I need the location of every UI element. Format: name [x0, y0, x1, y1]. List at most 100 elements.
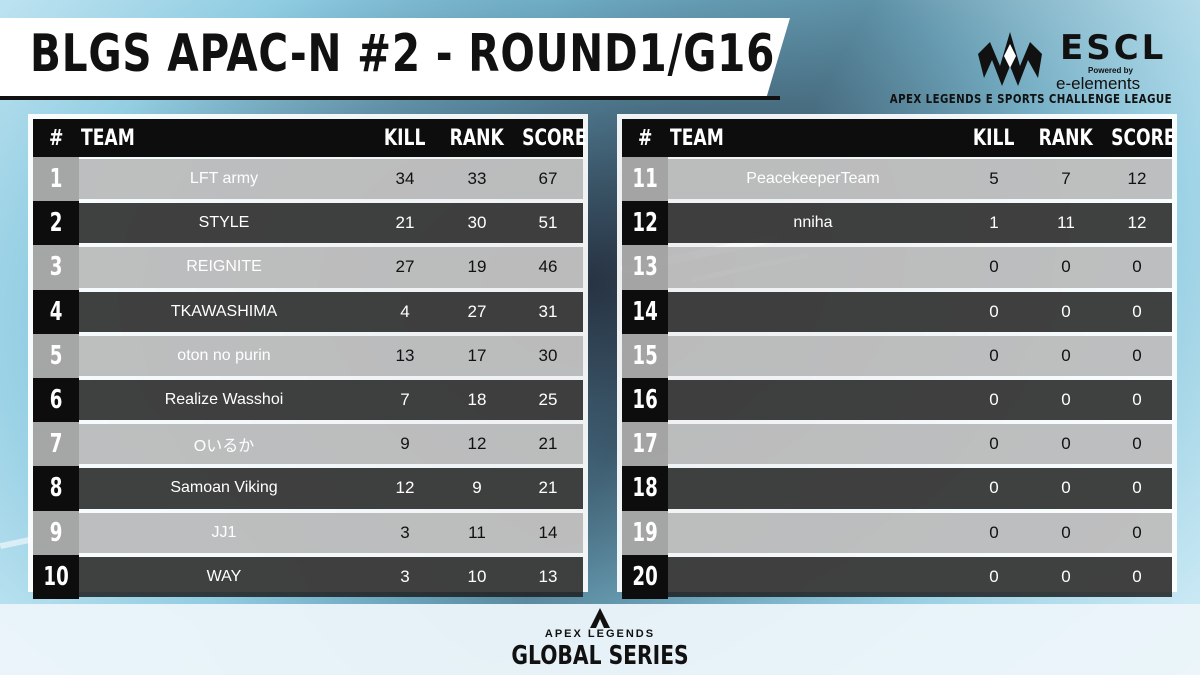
total-score: 0: [1132, 522, 1142, 542]
team-name: oton no purin: [177, 346, 271, 364]
row-cells: Samoan Viking 12 9 21: [79, 468, 583, 509]
placement-points: 33: [467, 169, 487, 189]
team-name: PeacekeeperTeam: [746, 170, 880, 188]
total-score: 12: [1127, 213, 1147, 233]
table-row: 6 Realize Wasshoi 7 18 25: [33, 377, 583, 423]
row-position: 10: [33, 554, 79, 599]
row-position: 20: [622, 554, 668, 599]
row-cells: TKAWASHIMA 4 27 31: [79, 291, 583, 332]
placement-points: 0: [1061, 390, 1071, 410]
team-name: WAY: [206, 567, 242, 585]
table-row: 19 0 0 0: [622, 510, 1172, 555]
table-row: 3 REIGNITE 27 19 46: [33, 245, 583, 290]
placement-points: 7: [1061, 169, 1071, 189]
row-position: 12: [622, 201, 668, 246]
total-score: 0: [1132, 257, 1142, 277]
placement-points: 19: [467, 257, 487, 277]
placement-points: 18: [467, 390, 487, 410]
table-row: 18 0 0 0: [622, 466, 1172, 511]
table-row: 11 PeacekeeperTeam 5 7 12: [622, 157, 1172, 202]
row-position: 6: [33, 377, 79, 423]
kill-count: 0: [989, 257, 999, 277]
placement-points: 10: [467, 566, 487, 586]
header-score: SCORE: [1111, 125, 1176, 151]
header-kill: KILL: [973, 125, 1015, 151]
row-cells: 0 0 0: [668, 335, 1172, 376]
apex-legends-logo-icon: [590, 608, 610, 628]
kill-count: 3: [400, 566, 410, 586]
kill-count: 13: [395, 345, 415, 365]
total-score: 46: [538, 257, 558, 277]
kill-count: 12: [395, 478, 415, 498]
placement-points: 9: [472, 478, 482, 498]
team-name: Oいるか: [193, 438, 255, 456]
placement-points: 0: [1061, 301, 1071, 321]
row-cells: Realize Wasshoi 7 18 25: [79, 379, 583, 421]
team-name: REIGNITE: [186, 258, 262, 276]
kill-count: 27: [395, 257, 415, 277]
table-row: 4 TKAWASHIMA 4 27 31: [33, 289, 583, 334]
row-cells: Oいるか 9 12 21: [79, 424, 583, 465]
table-row: 1 LFT army 34 33 67: [33, 157, 583, 202]
row-cells: JJ1 3 11 14: [79, 512, 583, 553]
row-position: 2: [33, 201, 79, 246]
table-header: # TEAM KILL RANK SCORE: [622, 119, 1176, 157]
total-score: 0: [1132, 478, 1142, 498]
kill-count: 9: [400, 434, 410, 454]
total-score: 0: [1132, 301, 1142, 321]
total-score: 31: [538, 301, 558, 321]
table-row: 12 nniha 1 11 12: [622, 201, 1172, 246]
placement-points: 27: [467, 301, 487, 321]
table-row: 10 WAY 3 10 13: [33, 554, 583, 599]
row-cells: 0 0 0: [668, 379, 1172, 421]
header-score: SCORE: [522, 125, 587, 151]
kill-count: 0: [989, 390, 999, 410]
row-position: 16: [622, 377, 668, 423]
row-cells: oton no purin 13 17 30: [79, 335, 583, 376]
row-cells: PeacekeeperTeam 5 7 12: [668, 159, 1172, 200]
table-row: 15 0 0 0: [622, 333, 1172, 378]
table-header: # TEAM KILL RANK SCORE: [33, 119, 587, 157]
title-banner: [0, 18, 790, 98]
total-score: 67: [538, 169, 558, 189]
kill-count: 0: [989, 522, 999, 542]
team-name: LFT army: [189, 170, 259, 188]
kill-count: 0: [989, 301, 999, 321]
row-cells: 0 0 0: [668, 512, 1172, 553]
footer-series-label: GLOBAL SERIES: [511, 641, 689, 671]
table-row: 7 Oいるか 9 12 21: [33, 422, 583, 467]
team-name: Realize Wasshoi: [164, 391, 284, 409]
total-score: 14: [538, 522, 558, 542]
total-score: 0: [1132, 390, 1142, 410]
placement-points: 0: [1061, 434, 1071, 454]
background-streak: [0, 536, 31, 550]
team-name: Samoan Viking: [170, 479, 278, 497]
row-position: 19: [622, 510, 668, 555]
kill-count: 1: [989, 213, 999, 233]
powered-by-label: Powered by: [1088, 66, 1133, 75]
team-name: nniha: [793, 214, 833, 232]
table-row: 14 0 0 0: [622, 289, 1172, 334]
row-position: 7: [33, 422, 79, 467]
placement-points: 11: [468, 522, 486, 542]
header-kill: KILL: [384, 125, 426, 151]
header-placement: RANK: [449, 125, 505, 151]
row-position: 1: [33, 157, 79, 202]
placement-points: 17: [467, 345, 487, 365]
table-row: 9 JJ1 3 11 14: [33, 510, 583, 555]
placement-points: 30: [467, 213, 487, 233]
table-body: 11 PeacekeeperTeam 5 7 12 12 nniha 1 11 12 13 0 0 0 14…: [622, 157, 1172, 599]
total-score: 21: [538, 478, 558, 498]
row-cells: LFT army 34 33 67: [79, 159, 583, 200]
header-rank: #: [48, 125, 64, 151]
row-cells: REIGNITE 27 19 46: [79, 247, 583, 288]
escl-wordmark: ESCL: [1060, 28, 1167, 68]
total-score: 30: [538, 345, 558, 365]
placement-points: 12: [467, 434, 487, 454]
row-cells: 0 0 0: [668, 291, 1172, 332]
placement-points: 0: [1061, 345, 1071, 365]
row-position: 14: [622, 289, 668, 334]
kill-count: 3: [400, 522, 410, 542]
row-position: 8: [33, 466, 79, 511]
kill-count: 5: [989, 169, 999, 189]
